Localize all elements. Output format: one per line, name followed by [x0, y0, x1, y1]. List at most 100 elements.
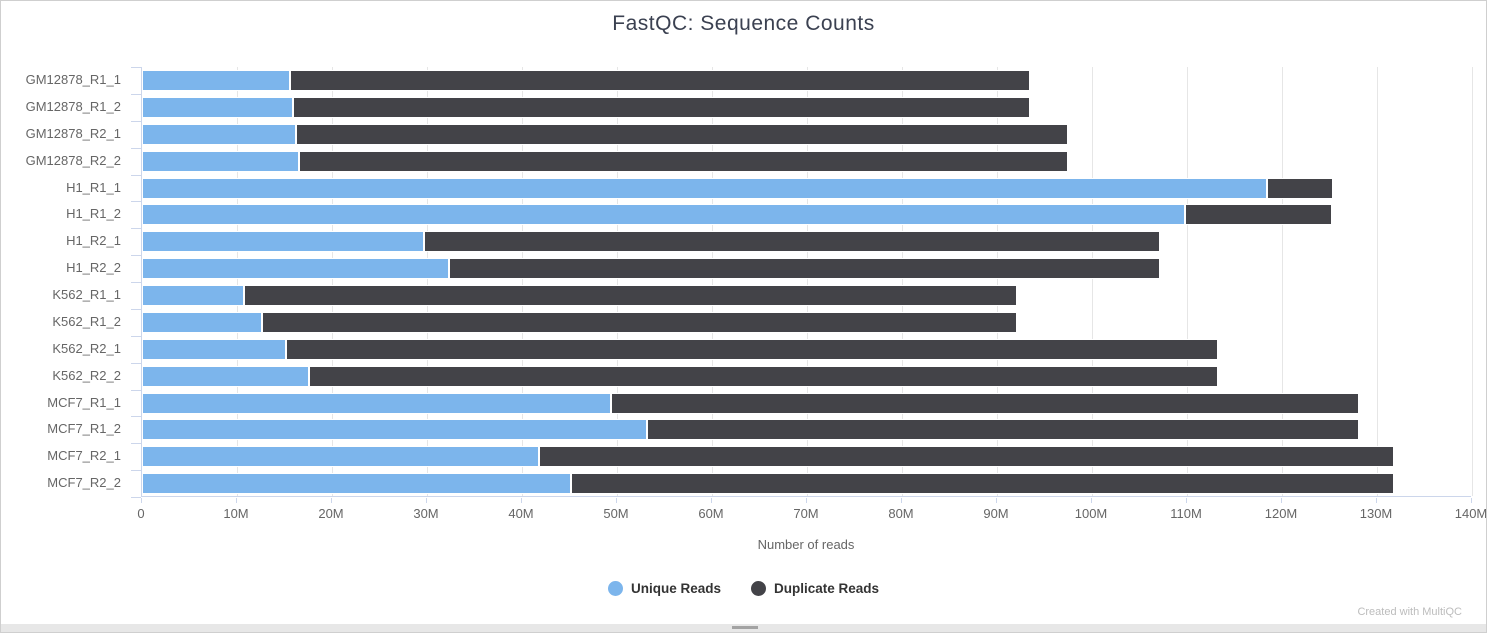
axis-tick — [806, 498, 807, 503]
legend-marker-icon — [607, 581, 623, 596]
legend-item-duplicate-reads[interactable]: Duplicate Reads — [750, 581, 879, 596]
bar-segment-duplicate[interactable] — [1185, 204, 1333, 226]
axis-tick — [131, 416, 141, 417]
gridline — [1282, 67, 1283, 496]
x-tick-label: 60M — [698, 506, 724, 521]
x-tick-label: 10M — [223, 506, 249, 521]
gridline — [332, 67, 333, 496]
gridline — [997, 67, 998, 496]
axis-tick — [996, 498, 997, 503]
bar-row — [142, 150, 1471, 172]
category-label: MCF7_R2_2 — [47, 475, 121, 491]
bar-segment-unique[interactable] — [142, 150, 299, 172]
axis-tick — [131, 390, 141, 391]
bar-segment-duplicate[interactable] — [292, 96, 1030, 118]
axis-tick — [1376, 498, 1377, 503]
axis-tick — [616, 498, 617, 503]
bar-segment-unique[interactable] — [142, 96, 293, 118]
gridline — [902, 67, 903, 496]
axis-tick — [141, 498, 142, 503]
axis-tick — [131, 67, 141, 68]
bar-segment-duplicate[interactable] — [309, 365, 1219, 387]
axis-tick — [131, 363, 141, 364]
bar-segment-unique[interactable] — [142, 204, 1186, 226]
axis-tick — [131, 497, 141, 498]
bar-segment-duplicate[interactable] — [610, 392, 1359, 414]
axis-tick — [426, 498, 427, 503]
multiqc-credit: Created with MultiQC — [1357, 606, 1462, 618]
category-label: MCF7_R2_1 — [47, 448, 121, 464]
bar-segment-unique[interactable] — [142, 473, 572, 495]
category-label: MCF7_R1_1 — [47, 394, 121, 410]
bar-segment-unique[interactable] — [142, 123, 296, 145]
bar-row — [142, 419, 1471, 441]
bar-row — [142, 231, 1471, 253]
bar-segment-duplicate[interactable] — [290, 70, 1030, 91]
bar-segment-unique[interactable] — [142, 311, 262, 333]
bar-row — [142, 70, 1471, 91]
bar-row — [142, 311, 1471, 333]
axis-tick — [521, 498, 522, 503]
x-tick-label: 140M — [1454, 506, 1487, 521]
bar-segment-unique[interactable] — [142, 419, 648, 441]
bar-segment-duplicate[interactable] — [448, 258, 1160, 280]
gridline — [712, 67, 713, 496]
gridline — [1187, 67, 1188, 496]
category-label: GM12878_R2_1 — [25, 125, 121, 141]
bar-segment-duplicate[interactable] — [647, 419, 1359, 441]
x-tick-label: 90M — [983, 506, 1009, 521]
bar-segment-unique[interactable] — [142, 231, 424, 253]
axis-tick — [131, 228, 141, 229]
bar-row — [142, 204, 1471, 226]
bar-segment-duplicate[interactable] — [261, 311, 1018, 333]
axis-tick — [131, 443, 141, 444]
axis-tick — [1281, 498, 1282, 503]
axis-tick — [1091, 498, 1092, 503]
category-label: MCF7_R1_2 — [47, 421, 121, 437]
category-label: K562_R2_1 — [52, 340, 121, 356]
bar-segment-unique[interactable] — [142, 446, 539, 468]
category-label: GM12878_R1_2 — [25, 98, 121, 114]
axis-tick — [1471, 498, 1472, 503]
legend-item-unique-reads[interactable]: Unique Reads — [607, 581, 721, 596]
bar-segment-unique[interactable] — [142, 338, 287, 360]
gridline — [1377, 67, 1378, 496]
gridline — [617, 67, 618, 496]
horizontal-scrollbar[interactable] — [1, 624, 1486, 632]
legend-marker-icon — [750, 581, 766, 596]
category-label: GM12878_R2_2 — [25, 152, 121, 168]
bar-segment-unique[interactable] — [142, 392, 611, 414]
bar-segment-duplicate[interactable] — [243, 285, 1018, 306]
x-tick-label: 100M — [1074, 506, 1108, 521]
x-tick-label: 50M — [603, 506, 629, 521]
legend-label: Unique Reads — [630, 581, 721, 596]
bar-segment-unique[interactable] — [142, 258, 449, 280]
chart-title: FastQC: Sequence Counts — [612, 12, 875, 35]
category-label: H1_R2_1 — [66, 233, 121, 249]
bar-segment-duplicate[interactable] — [1266, 177, 1334, 199]
bar-segment-unique[interactable] — [142, 285, 244, 306]
axis-tick — [331, 498, 332, 503]
axis-tick — [131, 94, 141, 95]
bar-segment-unique[interactable] — [142, 70, 291, 91]
bar-row — [142, 446, 1471, 468]
bar-segment-unique[interactable] — [142, 177, 1267, 199]
bar-row — [142, 392, 1471, 414]
scrollbar-thumb[interactable] — [732, 626, 758, 629]
bar-segment-duplicate[interactable] — [295, 123, 1069, 145]
gridline — [237, 67, 238, 496]
bar-row — [142, 96, 1471, 118]
x-tick-label: 20M — [318, 506, 344, 521]
bar-segment-duplicate[interactable] — [286, 338, 1219, 360]
bar-segment-unique[interactable] — [142, 365, 310, 387]
bar-segment-duplicate[interactable] — [571, 473, 1395, 495]
axis-tick — [901, 498, 902, 503]
bar-row — [142, 123, 1471, 145]
x-axis-title: Number of reads — [757, 537, 855, 552]
bar-segment-duplicate[interactable] — [423, 231, 1160, 253]
bar-segment-duplicate[interactable] — [298, 150, 1069, 172]
bar-row — [142, 338, 1471, 360]
bar-row — [142, 473, 1471, 495]
bar-segment-duplicate[interactable] — [538, 446, 1395, 468]
